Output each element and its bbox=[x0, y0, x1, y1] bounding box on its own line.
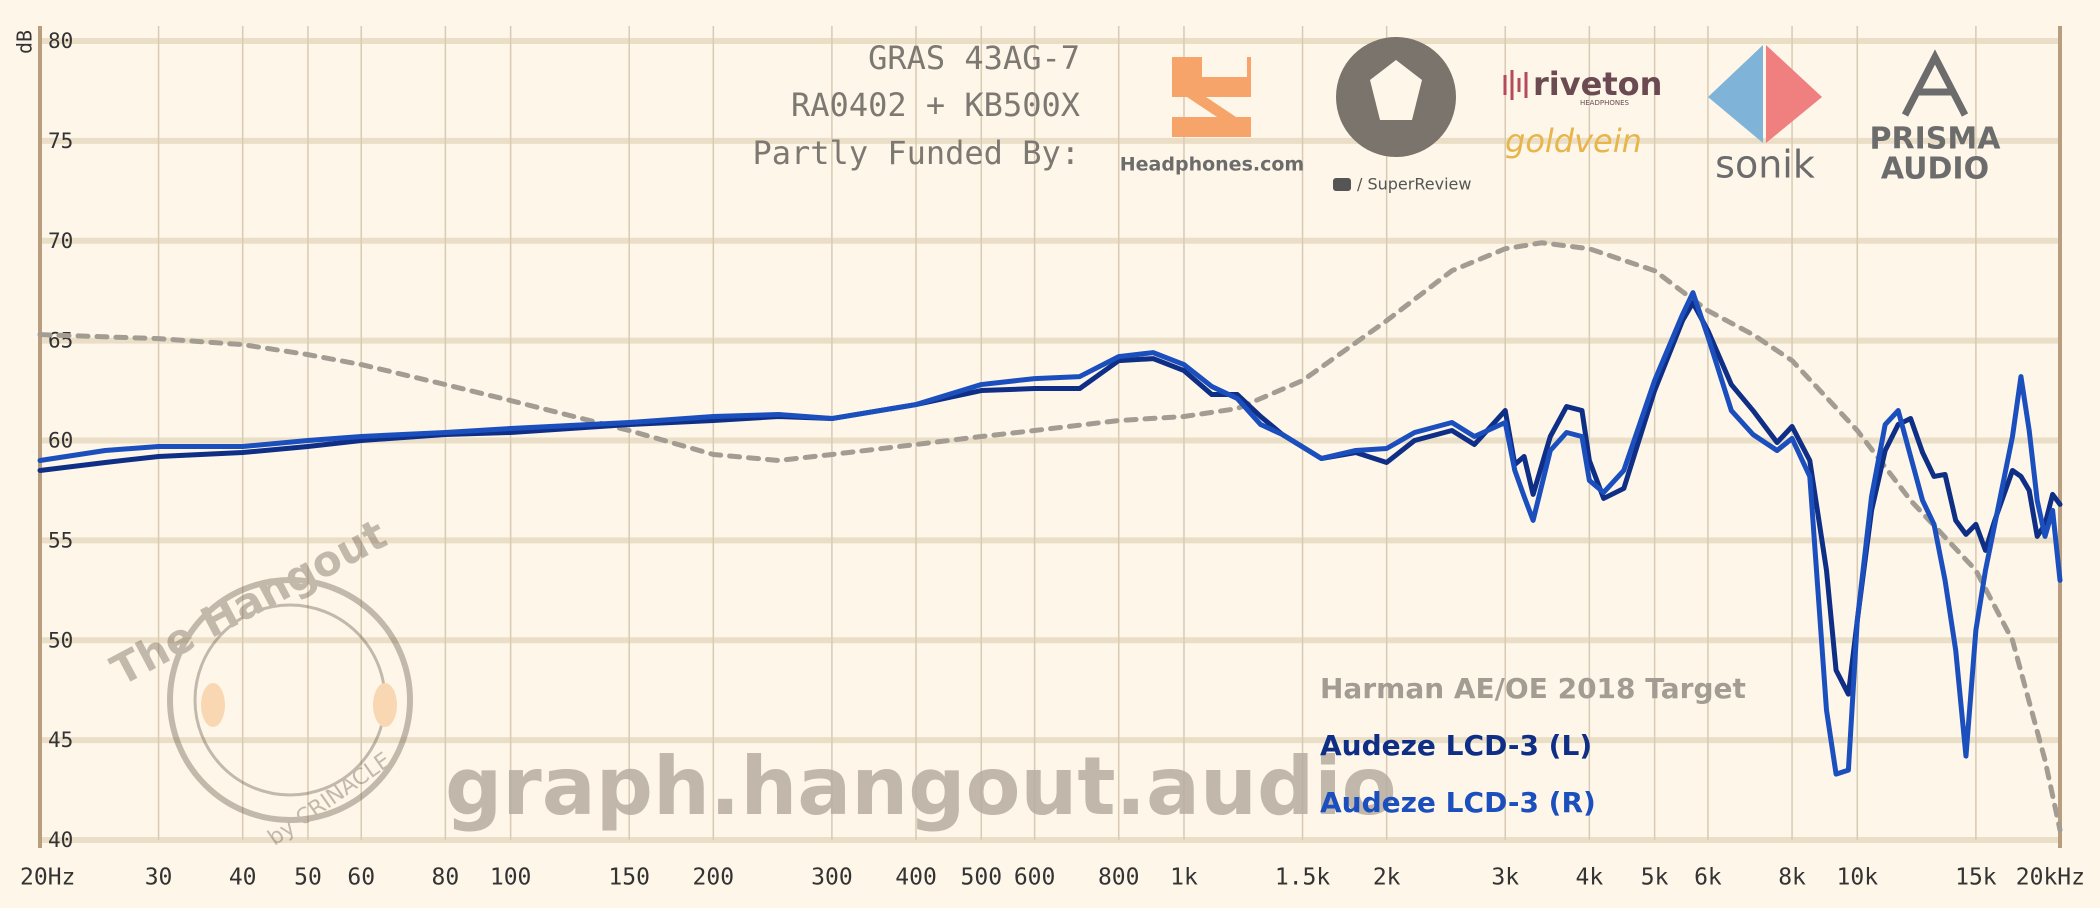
y-axis-label: dB bbox=[13, 30, 37, 54]
y-tick-label: 70 bbox=[48, 229, 73, 253]
logo-mark bbox=[1370, 60, 1422, 120]
x-tick-label: 8k bbox=[1778, 865, 1806, 891]
sponsor-name: PRISMA bbox=[1870, 122, 2002, 157]
x-tick-label: 50 bbox=[294, 865, 322, 891]
sponsor-name: Headphones.com bbox=[1120, 154, 1304, 176]
x-tick-label: 400 bbox=[895, 865, 937, 891]
sponsor-name: goldvein bbox=[1505, 122, 1642, 160]
sponsor-name: AUDIO bbox=[1881, 152, 1989, 187]
y-tick-label: 60 bbox=[48, 429, 73, 453]
plot bbox=[37, 240, 2063, 833]
y-tick-label: 45 bbox=[48, 728, 73, 752]
x-tick-label: 6k bbox=[1694, 865, 1722, 891]
x-tick-label: 600 bbox=[1014, 865, 1056, 891]
legend-entry: Audeze LCD-3 (L) bbox=[1320, 729, 1592, 762]
x-tick-label: 3k bbox=[1491, 865, 1519, 891]
legend-entry: Audeze LCD-3 (R) bbox=[1320, 786, 1596, 819]
y-tick-label: 65 bbox=[48, 329, 73, 353]
legend: Harman AE/OE 2018 Target Audeze LCD-3 (L)… bbox=[1320, 672, 1746, 819]
y-tick-label: 40 bbox=[48, 828, 73, 852]
x-tick-label: 500 bbox=[961, 865, 1003, 891]
header-line: RA0402 + KB500X bbox=[791, 86, 1080, 124]
sponsor-name: HEADPHONES bbox=[1580, 99, 1630, 107]
x-tick-label: 2k bbox=[1373, 865, 1401, 891]
series-line bbox=[37, 240, 2063, 833]
x-tick-label: 10k bbox=[1837, 865, 1879, 891]
x-tick-label: 100 bbox=[490, 865, 532, 891]
x-tick-label: 4k bbox=[1576, 865, 1604, 891]
logo-mark bbox=[1333, 178, 1351, 191]
y-tick-label: 55 bbox=[48, 528, 73, 552]
header-line: GRAS 43AG-7 bbox=[868, 39, 1080, 77]
series-line bbox=[37, 290, 2063, 777]
logo-mark bbox=[1503, 70, 1528, 100]
logo-mark bbox=[1172, 57, 1251, 137]
sponsor-name: sonik bbox=[1715, 143, 1815, 187]
x-tick-label: 150 bbox=[608, 865, 650, 891]
badge-inner bbox=[193, 603, 387, 797]
y-tick-label: 80 bbox=[48, 29, 73, 53]
y-tick-label: 50 bbox=[48, 628, 73, 652]
sponsor-logos: Headphones.com / SuperReview riveton HEA… bbox=[1120, 37, 2001, 194]
logo-mark bbox=[1766, 45, 1822, 143]
header-line: Partly Funded By: bbox=[752, 134, 1080, 172]
grid: 40 45 50 55 60 65 70 75 80 20Hz 30 40 50 60 80 100 150 20… bbox=[20, 26, 2085, 891]
x-tick-label: 20Hz bbox=[20, 865, 75, 891]
badge-ear bbox=[373, 683, 397, 727]
x-tick-label: 800 bbox=[1098, 865, 1140, 891]
logo-mark bbox=[1708, 45, 1763, 143]
legend-entry: Harman AE/OE 2018 Target bbox=[1320, 672, 1746, 705]
badge-ring bbox=[167, 577, 413, 823]
x-tick-label: 300 bbox=[811, 865, 853, 891]
x-tick-label: 200 bbox=[693, 865, 735, 891]
x-tick-label: 40 bbox=[229, 865, 257, 891]
x-tick-label: 1.5k bbox=[1275, 865, 1331, 891]
sponsor-name: / SuperReview bbox=[1357, 175, 1471, 194]
badge-ear bbox=[201, 683, 225, 727]
x-tick-label: 30 bbox=[145, 865, 173, 891]
sponsor-name: riveton bbox=[1533, 65, 1662, 103]
x-tick-label: 20kHz bbox=[2016, 865, 2085, 891]
x-tick-label: 5k bbox=[1641, 865, 1669, 891]
logo-mark bbox=[1901, 49, 1969, 117]
x-tick-label: 15k bbox=[1955, 865, 1997, 891]
y-tick-label: 75 bbox=[48, 129, 73, 153]
x-tick-label: 60 bbox=[347, 865, 375, 891]
x-tick-label: 80 bbox=[432, 865, 460, 891]
x-tick-label: 1k bbox=[1170, 865, 1198, 891]
watermark: graph.hangout.audio bbox=[445, 740, 1397, 833]
